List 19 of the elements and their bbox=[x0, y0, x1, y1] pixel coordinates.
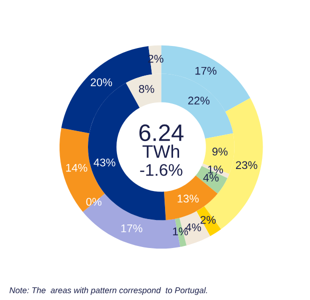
data-label: 20% bbox=[90, 78, 112, 86]
text: Note: The areas with pattern correspond to Portugal. bbox=[10, 287, 207, 295]
data-label: 2% bbox=[200, 216, 216, 224]
data-label: 1% bbox=[173, 228, 188, 236]
data-label: 1% bbox=[208, 166, 223, 174]
data-label: 17% bbox=[195, 66, 216, 75]
data-label: 8% bbox=[138, 84, 154, 93]
data-label: 22% bbox=[188, 96, 210, 104]
text: -1.6% bbox=[140, 164, 182, 176]
data-label: 4% bbox=[203, 174, 219, 182]
data-label: 4% bbox=[186, 223, 202, 232]
data-label: 13% bbox=[178, 194, 199, 203]
data-label: 23% bbox=[236, 161, 258, 170]
data-label: 14% bbox=[66, 164, 88, 172]
text: 6.24 bbox=[139, 124, 184, 142]
data-label: 43% bbox=[94, 158, 116, 166]
data-label: 9% bbox=[212, 148, 228, 156]
data-label: 17% bbox=[121, 224, 142, 232]
text: TWh bbox=[142, 144, 180, 158]
